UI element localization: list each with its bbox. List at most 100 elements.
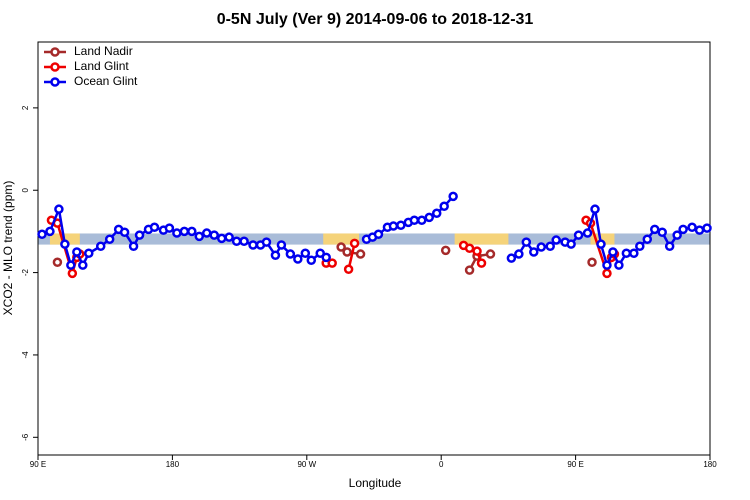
point <box>342 247 352 257</box>
y-axis-label: XCO2 - MLO trend (ppm) <box>1 181 15 316</box>
y-tick-label: -2 <box>21 268 30 276</box>
land-span <box>323 233 360 245</box>
point <box>84 248 94 258</box>
point <box>349 238 360 249</box>
legend-label: Land Glint <box>74 59 129 73</box>
x-tick-label: 0 <box>439 460 444 469</box>
point <box>521 237 532 247</box>
point <box>687 222 697 233</box>
point <box>536 242 547 252</box>
point <box>239 236 249 247</box>
x-tick-label: 90 E <box>30 460 46 469</box>
point <box>464 243 475 254</box>
point <box>396 220 406 230</box>
point <box>149 222 160 233</box>
point <box>119 227 130 237</box>
point <box>629 248 639 258</box>
point <box>596 239 606 249</box>
point <box>551 235 561 245</box>
point <box>702 223 712 233</box>
x-tick-label: 90 E <box>567 460 583 469</box>
plot-frame <box>37 41 711 456</box>
point <box>164 223 175 233</box>
point <box>409 215 420 226</box>
legend-marker <box>50 62 60 72</box>
point <box>590 204 600 214</box>
point <box>95 241 106 251</box>
point <box>614 260 624 270</box>
point <box>261 237 272 247</box>
point <box>424 212 435 223</box>
point <box>672 230 682 240</box>
legend-label: Land Nadir <box>74 44 133 58</box>
y-tick-label: -6 <box>21 433 30 441</box>
y-tick-label: -4 <box>21 351 30 359</box>
point <box>587 257 597 268</box>
point <box>431 208 442 219</box>
point <box>506 253 517 263</box>
point <box>573 230 584 240</box>
point <box>439 201 449 212</box>
point <box>248 240 258 250</box>
point <box>201 228 212 238</box>
point <box>388 221 399 231</box>
point <box>172 228 182 238</box>
point <box>276 240 287 250</box>
point <box>300 248 311 258</box>
point <box>545 241 555 251</box>
point <box>485 249 496 259</box>
land-span <box>454 233 509 245</box>
x-axis-label: Longitude <box>349 476 402 490</box>
x-tick-label: 90 W <box>297 460 316 469</box>
point <box>231 236 242 247</box>
point <box>37 229 47 240</box>
point <box>476 258 487 268</box>
legend-marker <box>50 77 60 87</box>
x-tick-label: 180 <box>703 460 717 469</box>
point <box>187 226 197 237</box>
point <box>306 255 317 265</box>
point <box>694 225 705 235</box>
point <box>355 249 366 259</box>
point <box>373 229 384 240</box>
point <box>582 228 593 238</box>
point <box>45 226 55 237</box>
chart-title: 0-5N July (Ver 9) 2014-09-06 to 2018-12-… <box>217 11 534 28</box>
point <box>327 258 337 268</box>
point <box>67 268 78 279</box>
point <box>440 245 451 256</box>
point <box>66 260 76 270</box>
point <box>224 232 234 242</box>
point <box>72 247 82 257</box>
point <box>270 250 281 261</box>
series-line <box>41 195 708 269</box>
legend-label: Ocean Glint <box>74 74 138 88</box>
point <box>566 239 576 249</box>
point <box>209 230 219 240</box>
point <box>179 226 190 237</box>
point <box>464 265 475 275</box>
point <box>621 248 632 258</box>
point <box>60 239 70 249</box>
point <box>293 254 303 264</box>
point <box>635 241 645 251</box>
point <box>602 268 612 279</box>
y-tick-label: 0 <box>21 187 30 192</box>
point <box>104 234 115 244</box>
point <box>52 257 63 268</box>
point <box>529 247 539 257</box>
point <box>649 224 660 235</box>
point <box>642 234 653 244</box>
land-span <box>590 233 615 245</box>
point <box>664 241 675 251</box>
point <box>54 204 64 214</box>
point <box>315 248 325 258</box>
point <box>678 224 688 235</box>
point <box>78 260 88 270</box>
point <box>128 241 139 251</box>
point <box>657 227 667 237</box>
point <box>216 233 227 244</box>
point <box>514 249 524 259</box>
point <box>602 260 612 270</box>
